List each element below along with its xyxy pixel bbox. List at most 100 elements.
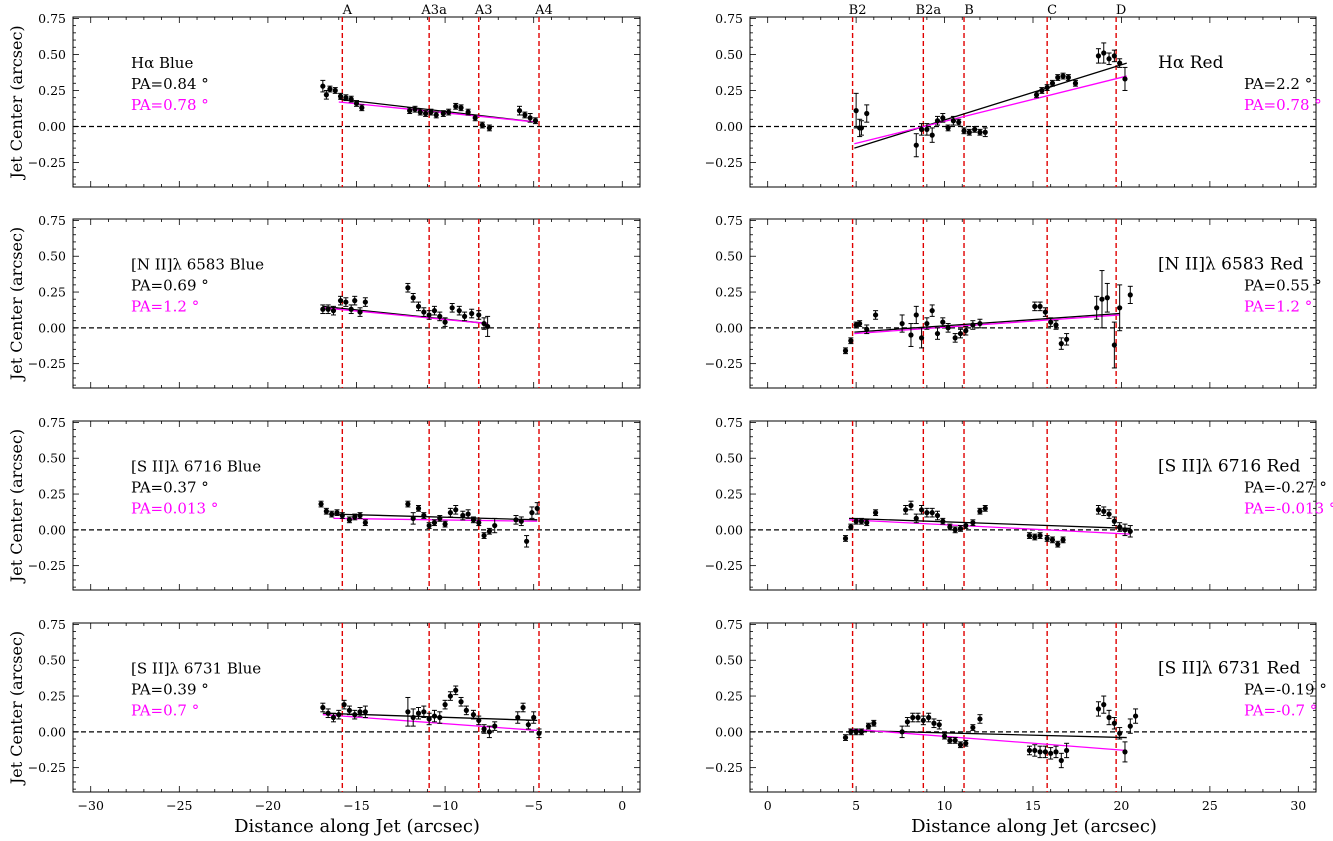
data-point <box>957 741 964 749</box>
marker <box>518 518 524 524</box>
data-point <box>842 347 849 355</box>
marker <box>1049 80 1056 86</box>
marker <box>529 510 535 516</box>
data-point <box>848 337 854 345</box>
data-point <box>330 712 337 723</box>
data-point <box>415 707 422 720</box>
data-point <box>924 507 930 518</box>
marker <box>472 115 478 121</box>
plot-frame <box>749 16 1317 188</box>
data-point <box>423 110 429 117</box>
data-point <box>405 696 411 727</box>
data-point <box>918 327 925 349</box>
marker <box>337 298 344 304</box>
x-tick-label: 5 <box>852 798 860 813</box>
data-point <box>486 725 492 739</box>
marker <box>1026 532 1033 539</box>
marker <box>982 129 988 135</box>
marker <box>1032 747 1038 754</box>
data-point <box>970 724 976 731</box>
data-point <box>929 304 935 317</box>
data-point <box>864 519 870 527</box>
marker <box>410 295 416 301</box>
fit-line-magenta <box>848 728 1127 752</box>
y-tick-label: 0.25 <box>715 689 743 704</box>
data-point <box>1049 79 1056 87</box>
marker <box>486 729 492 735</box>
marker <box>417 109 423 115</box>
marker <box>903 507 909 513</box>
data-point <box>470 516 477 524</box>
data-point <box>1106 709 1112 726</box>
y-tick-label: −0.25 <box>705 356 743 371</box>
data-point <box>343 94 349 102</box>
data-point <box>1101 42 1107 64</box>
marker <box>320 83 326 89</box>
knot-label: B2a <box>916 3 942 18</box>
marker <box>1122 527 1128 533</box>
marker <box>977 320 983 327</box>
data-point <box>486 124 492 132</box>
plot-frame <box>72 622 641 793</box>
marker <box>348 96 354 102</box>
marker <box>352 514 358 520</box>
data-point <box>952 526 958 534</box>
data-point <box>525 719 531 730</box>
marker <box>359 105 365 111</box>
data-point <box>924 123 930 136</box>
data-point <box>848 728 854 736</box>
data-point <box>433 111 439 119</box>
data-point <box>1104 282 1110 313</box>
marker <box>934 118 941 124</box>
fit-line-magenta <box>849 519 1131 535</box>
marker <box>1101 702 1107 708</box>
annotation-title: [S II]λ 6716 Red <box>1158 457 1300 477</box>
annotation-pa-magenta: PA=-0.7 ° <box>1244 702 1317 720</box>
marker <box>1106 714 1112 721</box>
data-point <box>453 505 459 515</box>
marker <box>864 326 870 332</box>
data-point <box>924 317 930 330</box>
marker <box>362 299 368 305</box>
marker <box>405 709 411 715</box>
data-point <box>453 685 459 696</box>
marker <box>327 86 333 92</box>
data-point <box>447 507 454 518</box>
data-point <box>982 505 988 512</box>
marker <box>1117 730 1123 736</box>
marker <box>423 110 429 117</box>
marker <box>431 308 438 314</box>
data-point <box>910 712 916 723</box>
marker <box>1042 749 1048 755</box>
x-tick-label: 0 <box>618 798 626 813</box>
data-point <box>415 505 422 512</box>
y-tick-label: 0.25 <box>38 689 66 704</box>
marker <box>1111 53 1117 59</box>
data-point <box>442 317 448 327</box>
data-point <box>1044 535 1050 542</box>
data-point <box>336 709 342 720</box>
y-tick-label: 0.50 <box>38 47 66 62</box>
panel-1-1: −0.25 0.00 0.25 0.50 0.75 [N II]λ 6583 Red PA=… <box>705 213 1322 389</box>
marker <box>972 126 978 132</box>
data-point <box>531 711 537 724</box>
data-point <box>458 696 464 707</box>
marker <box>353 100 360 107</box>
x-tick-label: 25 <box>1202 798 1218 813</box>
data-point <box>956 118 962 126</box>
data-point <box>476 715 482 726</box>
data-point <box>864 324 870 335</box>
plot-area <box>750 623 1316 792</box>
data-point <box>1037 532 1043 539</box>
data-point <box>1058 752 1064 769</box>
panel-1-0: −0.25 0.00 0.25 0.50 0.75 [N II]λ 6583 Blue PA… <box>28 213 641 389</box>
marker <box>415 505 422 511</box>
data-point <box>1053 745 1059 759</box>
knot-label: A3a <box>420 3 447 18</box>
data-point <box>412 105 418 113</box>
y-tick-label: 0.50 <box>715 47 743 62</box>
x-tick-label: 15 <box>1025 798 1041 813</box>
data-point <box>1044 84 1050 91</box>
y-tick-label: 0.75 <box>715 415 743 430</box>
marker <box>334 510 340 516</box>
